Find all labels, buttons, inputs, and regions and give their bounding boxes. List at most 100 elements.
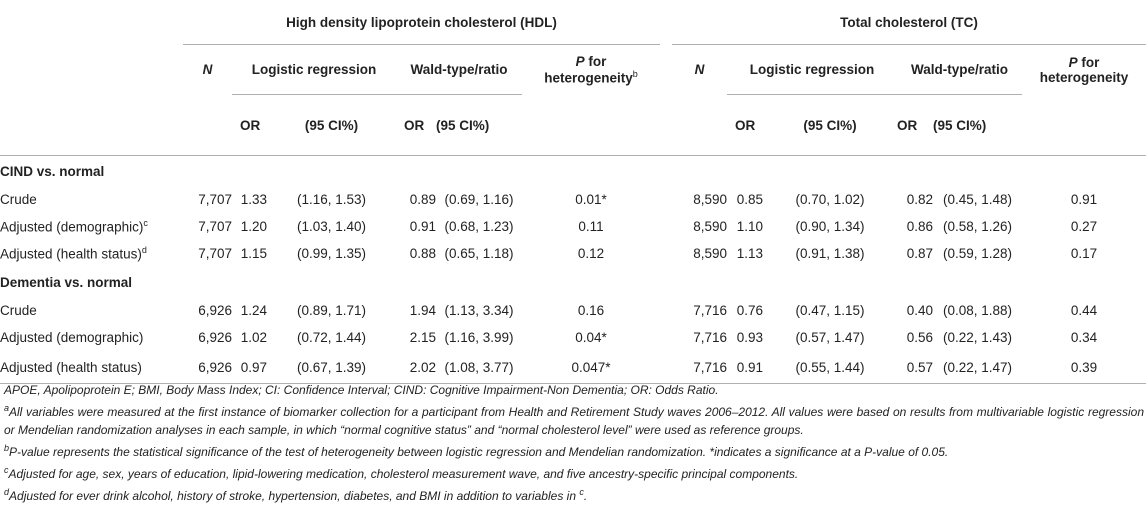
row-label: Crude bbox=[0, 192, 37, 207]
tc-or-logistic: 0.91 bbox=[727, 351, 764, 384]
hdl-ci-logistic: (0.72, 1.44) bbox=[296, 330, 367, 345]
footnote-c: cAdjusted for age, sex, years of educati… bbox=[4, 465, 799, 481]
tc-ci-logistic: (0.90, 1.34) bbox=[795, 219, 865, 234]
tc-or-logistic: 0.76 bbox=[736, 303, 764, 318]
tc-n: 7,716 bbox=[693, 303, 728, 318]
tc-ci-wald: (0.08, 1.88) bbox=[942, 303, 1013, 318]
group-header-tc: Total cholesterol (TC) bbox=[672, 0, 1146, 45]
hdl-or-wald: 2.02 bbox=[396, 351, 436, 384]
tc-ci-logistic: (0.91, 1.38) bbox=[795, 246, 865, 261]
hdl-n: 6,926 bbox=[198, 330, 232, 345]
table-row: Adjusted (demographic) 6,926 1.02 (0.72,… bbox=[0, 324, 1146, 351]
tc-or-wald: 0.57 bbox=[897, 351, 934, 384]
tc-or-wald: 0.40 bbox=[906, 303, 934, 318]
col-or1-tc: OR bbox=[727, 94, 764, 156]
col-or1-hdl: OR bbox=[232, 94, 267, 156]
hdl-ci-wald: (1.08, 3.77) bbox=[436, 351, 522, 384]
col-logistic-hdl: Logistic regression bbox=[251, 62, 377, 77]
col-n-tc: N bbox=[694, 62, 705, 78]
tc-p-het: 0.91 bbox=[1070, 192, 1098, 207]
tc-ci-logistic: (0.47, 1.15) bbox=[795, 303, 865, 318]
footnote-abbreviations: APOE, Apolipoprotein E; BMI, Body Mass I… bbox=[4, 383, 719, 397]
table-footnotes: APOE, Apolipoprotein E; BMI, Body Mass I… bbox=[4, 381, 1144, 505]
col-ci2-tc: (95 CI%) bbox=[933, 94, 1023, 156]
tc-p-het: 0.44 bbox=[1070, 303, 1098, 318]
hdl-n: 7,707 bbox=[198, 219, 232, 234]
footnote-a: aAll variables were measured at the firs… bbox=[4, 403, 1144, 437]
table-row: Crude 6,926 1.24 (0.89, 1.71) 1.94 (1.13… bbox=[0, 297, 1146, 324]
hdl-or-logistic: 1.24 bbox=[240, 303, 267, 318]
table-row: Adjusted (demographic)c 7,707 1.20 (1.03… bbox=[0, 213, 1146, 240]
tc-ci-logistic: (0.57, 1.47) bbox=[795, 330, 865, 345]
hdl-p-het: 0.16 bbox=[577, 303, 605, 318]
tc-or-logistic: 0.85 bbox=[736, 192, 764, 207]
tc-ci-wald: (0.22, 1.43) bbox=[942, 330, 1013, 345]
hdl-or-wald: 2.15 bbox=[409, 330, 436, 345]
hdl-or-logistic: 1.20 bbox=[240, 219, 267, 234]
footnote-b: bP-value represents the statistical sign… bbox=[4, 443, 949, 459]
row-label: Adjusted (health status) bbox=[0, 351, 183, 384]
col-wald-hdl: Wald-type/ratio bbox=[410, 62, 508, 77]
table-row: Crude 7,707 1.33 (1.16, 1.53) 0.89 (0.69… bbox=[0, 186, 1146, 213]
tc-p-het: 0.17 bbox=[1070, 246, 1098, 261]
tc-ci-logistic: (0.70, 1.02) bbox=[795, 192, 865, 207]
footnote-mark: d bbox=[141, 245, 147, 256]
col-ci2-hdl: (95 CI%) bbox=[436, 94, 522, 156]
hdl-ci-logistic: (0.89, 1.71) bbox=[296, 303, 367, 318]
tc-n: 8,590 bbox=[693, 219, 728, 234]
hdl-or-wald: 0.89 bbox=[409, 192, 436, 207]
results-table: High density lipoprotein cholesterol (HD… bbox=[0, 0, 1146, 384]
group-header-hdl: High density lipoprotein cholesterol (HD… bbox=[183, 0, 661, 45]
hdl-p-het: 0.04* bbox=[575, 330, 607, 345]
tc-or-wald: 0.56 bbox=[906, 330, 934, 345]
tc-or-wald: 0.86 bbox=[906, 219, 934, 234]
tc-n: 7,716 bbox=[672, 351, 728, 384]
col-wald-tc: Wald-type/ratio bbox=[911, 62, 1009, 77]
hdl-ci-logistic: (1.03, 1.40) bbox=[296, 219, 367, 234]
hdl-or-wald: 1.94 bbox=[409, 303, 436, 318]
tc-ci-logistic: (0.55, 1.44) bbox=[763, 351, 898, 384]
tc-or-logistic: 1.10 bbox=[736, 219, 764, 234]
row-label: Adjusted (demographic) bbox=[0, 330, 144, 345]
hdl-n: 7,707 bbox=[198, 192, 232, 207]
hdl-ci-logistic: (1.16, 1.53) bbox=[296, 192, 367, 207]
hdl-n: 6,926 bbox=[183, 351, 232, 384]
hdl-or-logistic: 1.02 bbox=[240, 330, 267, 345]
tc-p-het: 0.27 bbox=[1070, 219, 1098, 234]
col-n-hdl: N bbox=[202, 62, 213, 78]
footnote-d: dAdjusted for ever drink alcohol, histor… bbox=[4, 487, 588, 503]
tc-n: 7,716 bbox=[693, 330, 728, 345]
group-gap bbox=[660, 0, 672, 45]
hdl-or-logistic: 1.33 bbox=[240, 192, 267, 207]
col-logistic-tc: Logistic regression bbox=[749, 62, 875, 77]
hdl-ci-wald: (0.68, 1.23) bbox=[444, 219, 514, 234]
col-ci1-tc: (95 CI%) bbox=[763, 94, 898, 156]
table-row: Adjusted (health status)d 7,707 1.15 (0.… bbox=[0, 240, 1146, 267]
tc-ci-wald: (0.45, 1.48) bbox=[942, 192, 1013, 207]
tc-ci-wald: (0.59, 1.28) bbox=[942, 246, 1013, 261]
col-or2-hdl: OR bbox=[396, 94, 436, 156]
col-phet-hdl: P for heterogeneityb bbox=[544, 54, 638, 86]
tc-or-logistic: 1.13 bbox=[736, 246, 764, 261]
hdl-p-het: 0.11 bbox=[578, 219, 604, 234]
tc-n: 8,590 bbox=[693, 246, 728, 261]
section-title: CIND vs. normal bbox=[0, 163, 105, 179]
tc-p-het: 0.39 bbox=[1022, 351, 1146, 384]
tc-n: 8,590 bbox=[693, 192, 728, 207]
col-phet-tc: P for heterogeneity bbox=[1039, 54, 1129, 85]
hdl-or-logistic: 0.97 bbox=[232, 351, 267, 384]
tc-ci-wald: (0.22, 1.47) bbox=[933, 351, 1023, 384]
hdl-ci-logistic: (0.67, 1.39) bbox=[267, 351, 396, 384]
hdl-n: 6,926 bbox=[198, 303, 232, 318]
hdl-p-het: 0.01* bbox=[575, 192, 607, 207]
hdl-p-het: 0.12 bbox=[577, 246, 605, 261]
hdl-ci-wald: (1.16, 3.99) bbox=[444, 330, 514, 345]
row-label: Adjusted (demographic)c bbox=[0, 218, 148, 235]
tc-ci-wald: (0.58, 1.26) bbox=[942, 219, 1013, 234]
hdl-p-het: 0.047* bbox=[522, 351, 661, 384]
hdl-ci-wald: (1.13, 3.34) bbox=[444, 303, 514, 318]
hdl-n: 7,707 bbox=[198, 246, 232, 261]
col-or2-tc: OR bbox=[897, 94, 934, 156]
col-ci1-hdl: (95 CI%) bbox=[267, 94, 396, 156]
